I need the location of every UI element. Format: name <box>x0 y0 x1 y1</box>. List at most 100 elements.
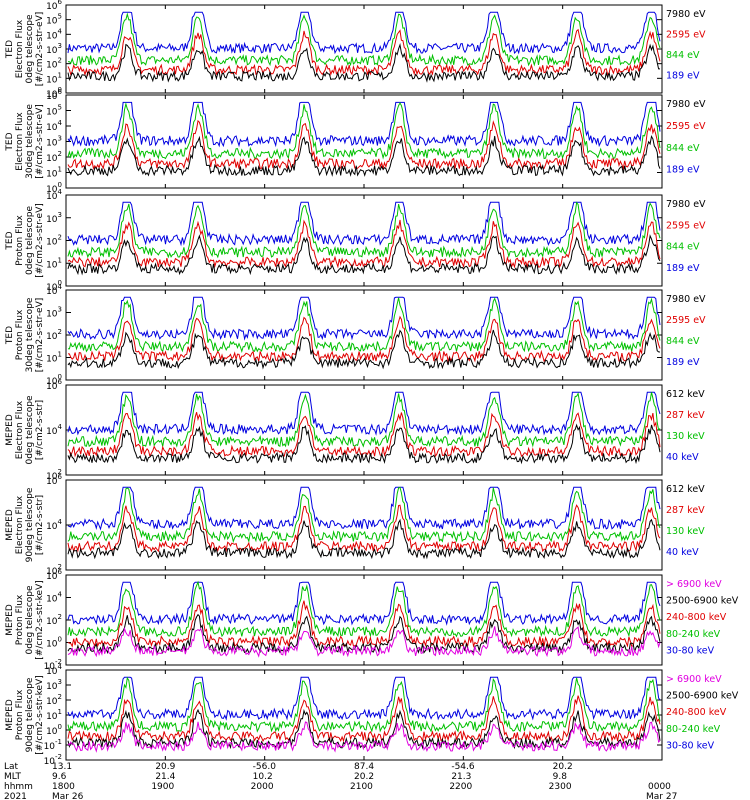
series-trace <box>67 695 661 744</box>
y-axis-label: MEPED Proton Flux 0deg telescope [#/cm2-s-s… <box>5 580 45 659</box>
y-axis-label-line: Proton Flux <box>15 309 25 360</box>
footer-mlt: 21.3 <box>451 772 471 782</box>
legend-entry: 189 eV <box>666 71 700 82</box>
y-tick-label: 102 <box>46 57 62 71</box>
plot-area <box>67 580 661 658</box>
y-axis-label-line: TED <box>5 40 15 59</box>
y-axis-label: TED Electron Flux 0deg telescope [#/cm2-s-s… <box>5 12 45 87</box>
y-axis-label-line: [#/cm2-s-str-eV] <box>35 203 45 278</box>
y-axis-label-line: Proton Flux <box>15 594 25 645</box>
series-trace <box>67 134 661 177</box>
legend-entry: 7980 eV <box>666 99 706 110</box>
footer-hhmm: 2200 <box>449 782 472 792</box>
y-tick-label: 101 <box>46 166 62 180</box>
footer-hhmm: 0000 <box>648 782 671 792</box>
series-trace <box>67 518 661 560</box>
y-tick-label: 102 <box>46 613 62 627</box>
y-tick-label: 105 <box>46 104 62 118</box>
legend-entry: > 6900 keV <box>666 674 722 685</box>
legend-entry: 844 eV <box>666 143 700 154</box>
legend-entry: 240-800 keV <box>666 707 727 718</box>
series-trace <box>67 42 660 83</box>
legend-entry: 844 eV <box>666 242 700 253</box>
y-tick-label: 102 <box>46 328 62 342</box>
y-axis-label-line: TED <box>5 326 15 345</box>
plot-area <box>67 296 661 370</box>
legend-entry: 80-240 keV <box>666 724 721 735</box>
series-trace <box>67 580 661 638</box>
series-trace <box>67 626 661 658</box>
legend-entry: 130 keV <box>666 526 705 537</box>
y-axis-label-line: 0deg telescope <box>25 206 35 276</box>
panel-frame <box>65 384 663 476</box>
legend-entry: 189 eV <box>666 165 700 176</box>
series-trace <box>67 329 661 370</box>
plot-area <box>67 101 661 177</box>
y-axis-label-line: 30deg telescope <box>25 297 35 372</box>
y-tick-label: 104 <box>46 423 62 437</box>
y-axis-label-line: 90deg telescope <box>25 677 35 752</box>
legend-entry: 30-80 keV <box>666 645 715 656</box>
series-trace <box>67 119 661 171</box>
footer-row-label: 2021 <box>4 792 27 800</box>
series-trace <box>67 412 661 458</box>
plot-area <box>67 486 661 560</box>
plot-area <box>67 391 661 465</box>
footer-hhmm: 1800 <box>52 782 75 792</box>
footer-lat: 20.2 <box>553 762 573 772</box>
legend-entry: 189 eV <box>666 263 700 274</box>
y-tick-label: 101 <box>46 71 62 85</box>
footer-hhmm: 2300 <box>549 782 572 792</box>
series-trace <box>67 676 661 721</box>
y-tick-label: 104 <box>46 518 62 532</box>
y-axis-label-line: [#/cm2-s-str] <box>35 400 45 460</box>
footer-hhmm: 2100 <box>350 782 373 792</box>
footer-mlt: 10.2 <box>253 772 273 782</box>
footer-mlt: 9.6 <box>52 772 67 782</box>
y-axis-label-line: MEPED <box>5 699 15 731</box>
footer-row-label: Lat <box>4 762 19 772</box>
y-tick-label: 102 <box>46 234 62 248</box>
footer-mlt: 9.8 <box>553 772 568 782</box>
y-axis-label: TED Proton Flux 0deg telescope [#/cm2-s-str… <box>5 203 45 278</box>
y-axis-label-line: [#/cm2-s-str-eV] <box>35 12 45 87</box>
y-axis-label-line: MEPED <box>5 509 15 541</box>
y-tick-label: 100 <box>46 723 62 737</box>
legend-entry: 2595 eV <box>666 220 706 231</box>
y-axis-label-line: MEPED <box>5 414 15 446</box>
y-axis-label-line: [#/cm2-s-str-keV] <box>35 580 45 659</box>
y-tick-label: 105 <box>46 13 62 27</box>
y-axis-label-line: [#/cm2-s-str-keV] <box>35 675 45 754</box>
panel-frame <box>65 574 663 666</box>
footer-mlt: 20.2 <box>354 772 374 782</box>
y-tick-label: 103 <box>46 211 62 225</box>
y-axis-label-line: Electron Flux <box>15 112 25 171</box>
series-trace <box>67 234 661 276</box>
legend-entry: 7980 eV <box>666 294 706 305</box>
legend-entry: 7980 eV <box>666 9 706 20</box>
legend-entry: 612 keV <box>666 484 705 495</box>
series-trace <box>67 391 661 436</box>
legend-entry: 40 keV <box>666 547 699 558</box>
series-trace <box>67 12 661 67</box>
y-axis-label-line: 0deg telescope <box>25 14 35 84</box>
legend-entry: > 6900 keV <box>666 579 722 590</box>
legend-entry: 2595 eV <box>666 30 706 41</box>
plot-area <box>67 201 661 276</box>
y-tick-label: 101 <box>46 708 62 722</box>
legend-entry: 844 eV <box>666 50 700 61</box>
y-axis-label-line: TED <box>5 132 15 151</box>
legend-entry: 130 keV <box>666 431 705 442</box>
footer-lat: -54.6 <box>451 762 475 772</box>
y-axis-label: MEPED Electron Flux 90deg telescope [#/cm2-… <box>5 487 45 562</box>
footer-lat: 13.1 <box>52 762 72 772</box>
